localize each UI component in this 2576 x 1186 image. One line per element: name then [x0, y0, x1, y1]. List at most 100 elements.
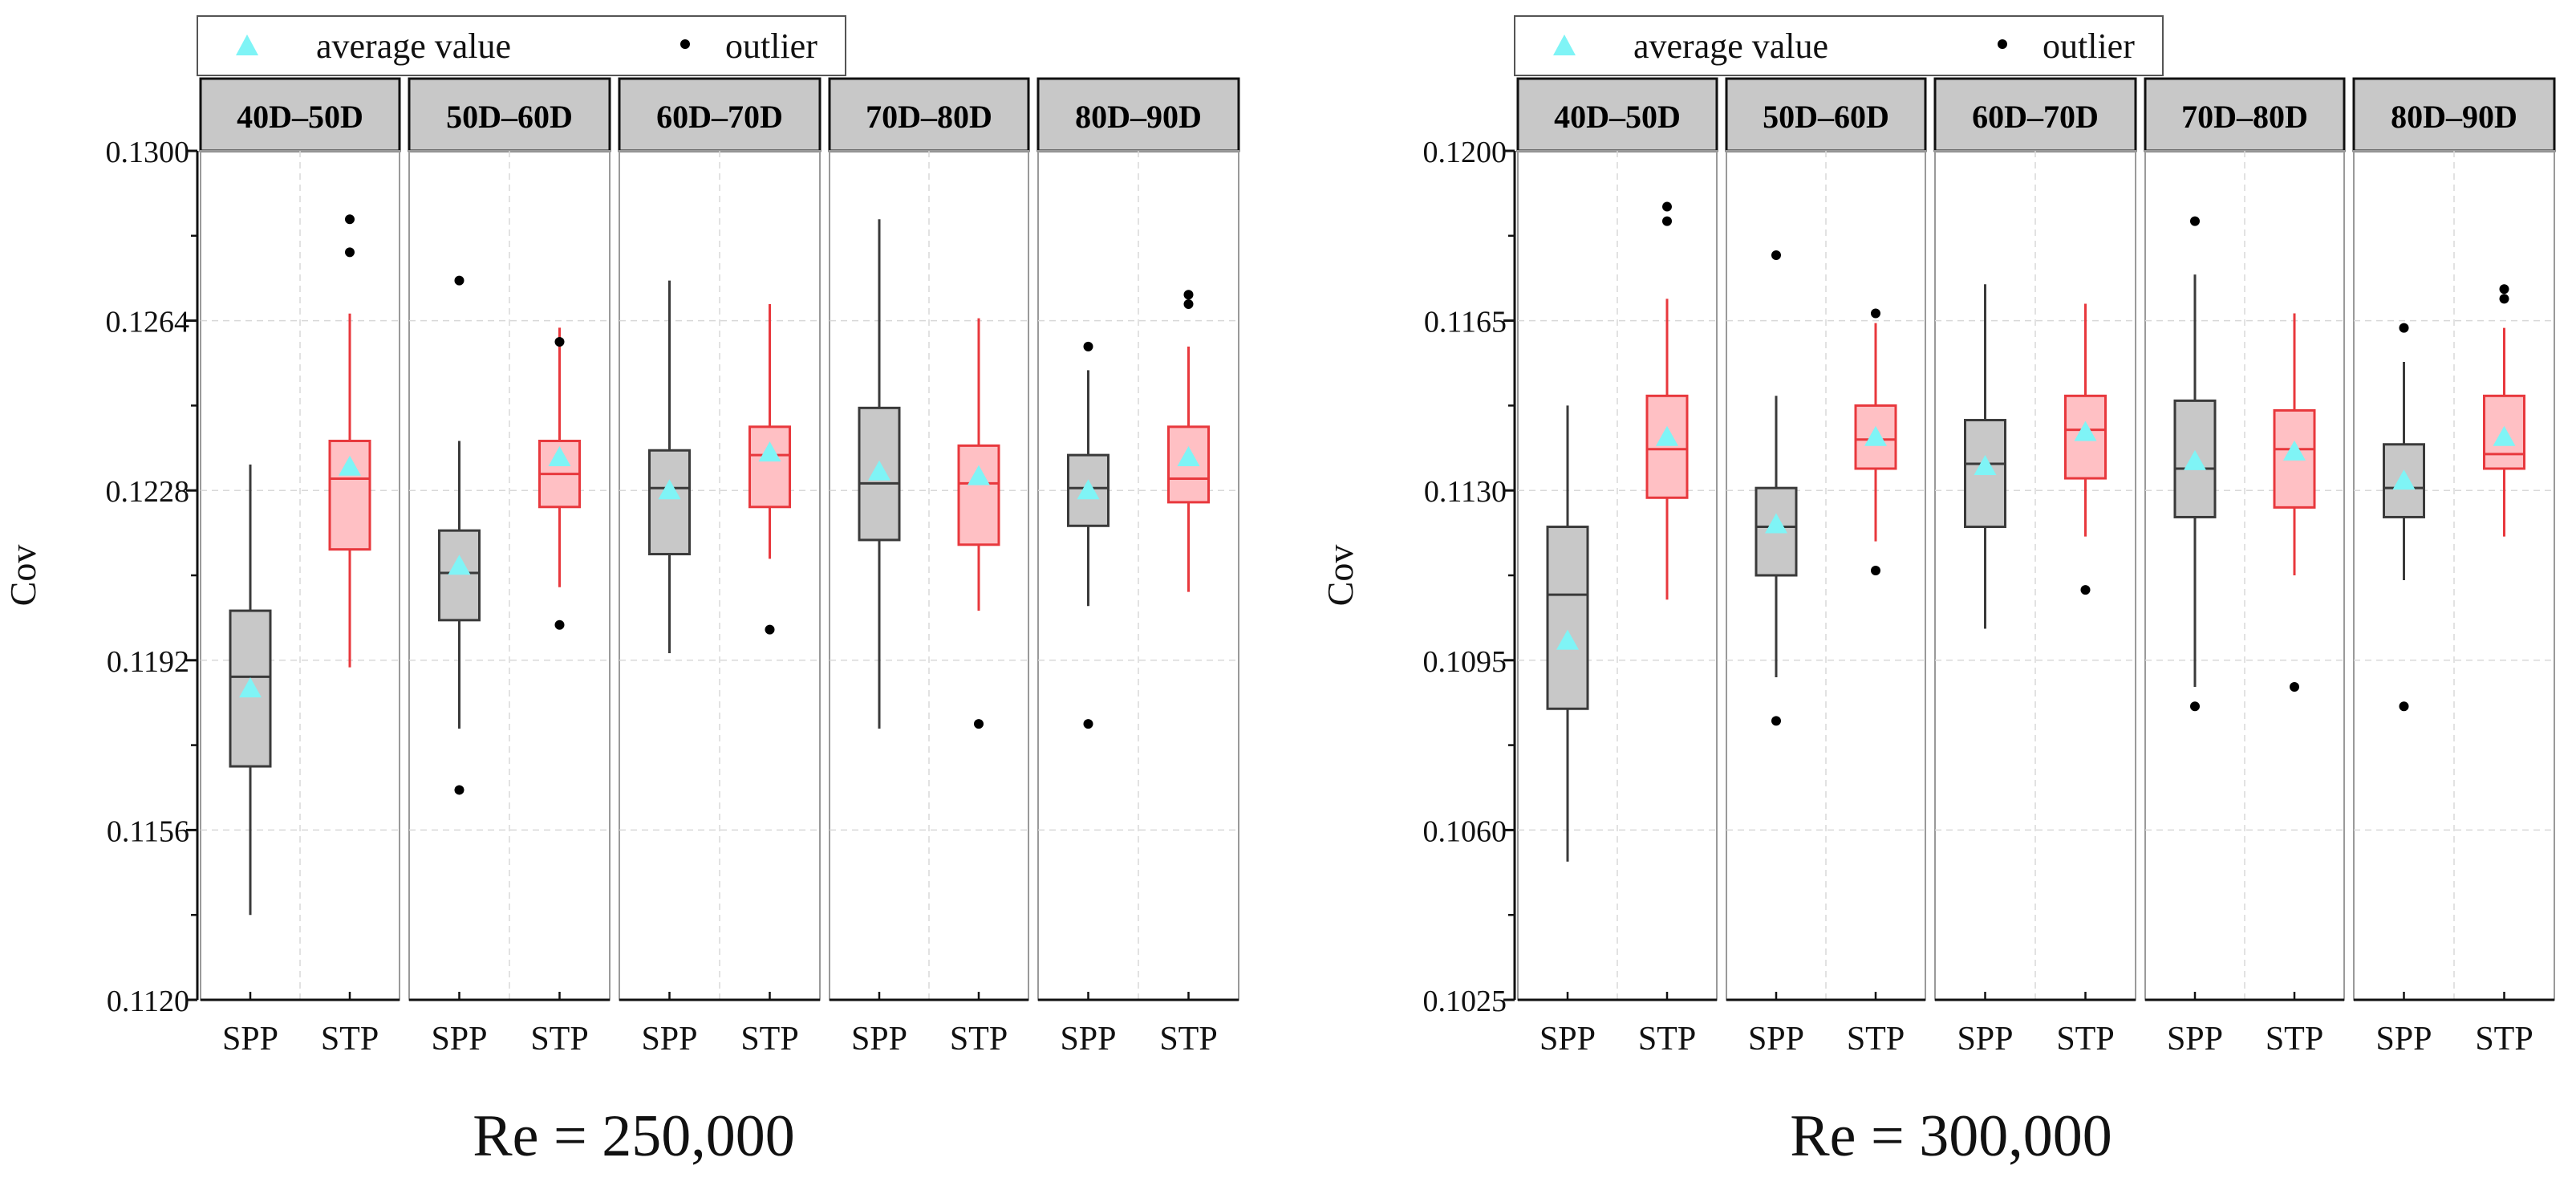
- x-tick-label: SPP: [1957, 1021, 2013, 1058]
- x-tick-label: STP: [740, 1021, 798, 1058]
- box-spp: [1067, 341, 1110, 729]
- mean-marker: [339, 455, 361, 476]
- facet-panel-4: 70D–80D SPP STP: [2144, 77, 2346, 1058]
- outlier-point: [1771, 250, 1781, 260]
- box-spp: [1964, 284, 2006, 629]
- y-axis-label: Cov: [1320, 545, 1361, 607]
- y-tick-label: 0.1095: [1423, 645, 1507, 679]
- facet-strip-label: 70D–80D: [866, 99, 992, 135]
- y-tick-label: 0.1264: [106, 306, 190, 339]
- outlier-point: [2499, 284, 2509, 294]
- outlier-point: [554, 337, 565, 347]
- x-tick-label: STP: [2266, 1021, 2323, 1058]
- iqr-box: [1964, 419, 2006, 529]
- legend-outlier-label: outlier: [725, 26, 817, 66]
- facet-strip-label: 80D–90D: [1075, 99, 1202, 135]
- chart-title: Re = 250,000: [473, 1103, 794, 1169]
- facet-panel-1: 40D–50D SPP STP: [1516, 77, 1718, 1058]
- box-stp: [1854, 308, 1897, 575]
- legend-mean-label: average value: [1633, 26, 1828, 66]
- box-spp: [2383, 323, 2425, 712]
- mean-marker: [1556, 629, 1579, 650]
- outlier-point: [2499, 294, 2509, 304]
- outlier-point: [1871, 308, 1880, 319]
- mean-marker: [1077, 479, 1100, 500]
- box-spp: [2173, 216, 2217, 712]
- x-tick-label: STP: [530, 1021, 588, 1058]
- iqr-box: [748, 425, 791, 509]
- iqr-box: [1546, 526, 1589, 710]
- iqr-box: [438, 529, 481, 622]
- facet-strip: [1036, 77, 1240, 152]
- box-stp: [2483, 284, 2525, 537]
- outlier-point: [345, 214, 355, 225]
- box-spp: [858, 219, 901, 729]
- mean-marker: [2184, 449, 2206, 470]
- facet-strip-label: 80D–90D: [2391, 99, 2517, 135]
- mean-marker: [758, 441, 781, 462]
- mean-marker: [548, 446, 571, 467]
- mean-marker: [1656, 425, 1678, 446]
- y-tick-label: 0.1120: [107, 985, 189, 1018]
- y-tick-label: 0.1200: [1423, 136, 1507, 169]
- box-stp: [538, 327, 581, 630]
- chart-re-250000: average value outlier 0.1120 0.1156 0.1192 0.…: [2, 15, 1240, 1169]
- facet-panel-5: 80D–90D SPP STP: [1036, 77, 1240, 1058]
- outlier-point: [1083, 719, 1093, 729]
- box-stp: [1167, 290, 1210, 592]
- mean-marker: [2392, 469, 2416, 490]
- iqr-box: [1167, 425, 1210, 504]
- facet-panel-5: 80D–90D SPP STP: [2352, 77, 2556, 1058]
- x-tick-label: STP: [2475, 1021, 2533, 1058]
- outlier-point: [454, 275, 464, 286]
- facet-strip: [828, 77, 1030, 152]
- legend-box: [1514, 15, 2164, 76]
- iqr-box: [648, 449, 691, 556]
- box-spp: [229, 464, 272, 916]
- box-spp: [648, 280, 691, 653]
- box-spp: [438, 275, 481, 795]
- x-tick-label: SPP: [222, 1021, 278, 1058]
- x-tick-label: SPP: [851, 1021, 907, 1058]
- outlier-point: [2080, 585, 2091, 595]
- mean-marker: [968, 465, 990, 485]
- facet-panel-2: 50D–60D SPP STP: [408, 77, 611, 1058]
- outlier-point: [1083, 341, 1093, 351]
- facet-panel-4: 70D–80D SPP STP: [828, 77, 1030, 1058]
- outlier-point: [2399, 323, 2409, 333]
- y-tick-label: 0.1300: [106, 136, 190, 169]
- facet-strip-label: 40D–50D: [237, 99, 363, 135]
- legend-mean-triangle-icon: [1553, 35, 1576, 55]
- outlier-point: [554, 619, 565, 630]
- x-tick-label: SPP: [1748, 1021, 1804, 1058]
- x-tick-label: SPP: [1540, 1021, 1596, 1058]
- facet-strip: [1725, 77, 1927, 152]
- x-tick-label: STP: [1847, 1021, 1905, 1058]
- x-tick-label: SPP: [2375, 1021, 2432, 1058]
- outlier-point: [2399, 701, 2409, 712]
- facet-panel-3: 60D–70D SPP STP: [618, 77, 821, 1058]
- x-tick-label: SPP: [641, 1021, 697, 1058]
- y-tick-label: 0.1228: [106, 475, 190, 509]
- mean-marker: [448, 554, 471, 575]
- chart-title: Re = 300,000: [1790, 1103, 2112, 1169]
- outlier-point: [2190, 216, 2200, 226]
- outlier-point: [345, 247, 355, 258]
- legend-outlier-label: outlier: [2043, 26, 2135, 66]
- y-tick-label: 0.1156: [107, 814, 189, 848]
- mean-marker: [868, 460, 890, 481]
- outlier-point: [974, 719, 984, 729]
- outlier-point: [1183, 290, 1194, 300]
- outlier-point: [1662, 201, 1672, 212]
- legend-box: [197, 15, 846, 76]
- box-stp: [748, 304, 791, 635]
- outlier-point: [1662, 216, 1672, 226]
- box-stp: [2273, 313, 2316, 693]
- facet-strip: [1516, 77, 1718, 152]
- mean-marker: [2283, 440, 2306, 461]
- outlier-point: [1771, 716, 1781, 726]
- legend-outlier-dot-icon: [1998, 39, 2007, 49]
- box-stp: [328, 214, 371, 668]
- facet-strip-label: 50D–60D: [1763, 99, 1889, 135]
